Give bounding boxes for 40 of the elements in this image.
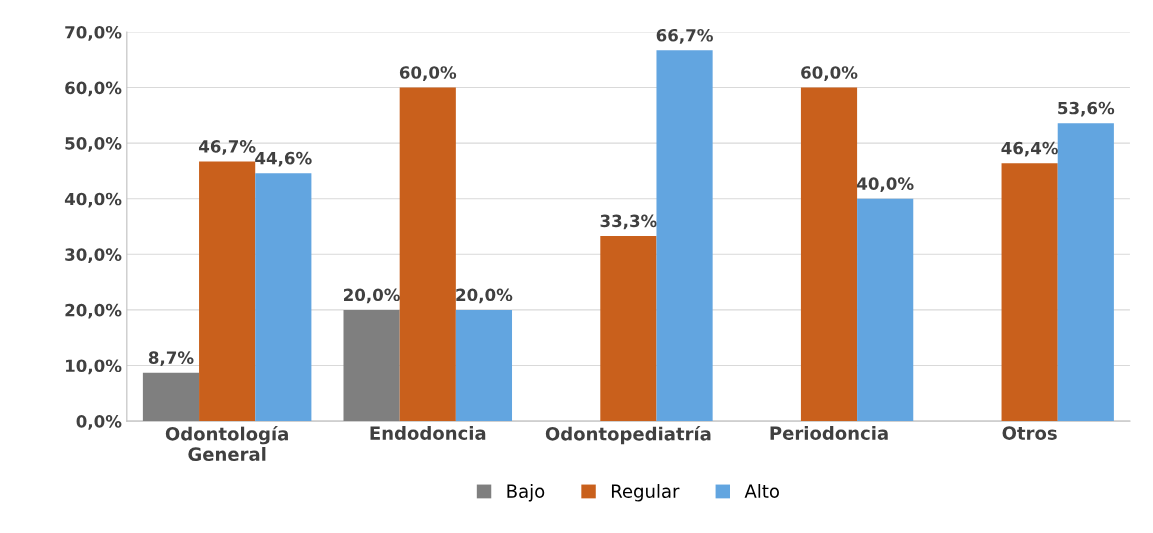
data-label: 40,0% (857, 177, 914, 193)
data-label: 44,6% (255, 151, 312, 167)
x-tick-label: Odontología General (165, 425, 288, 461)
legend-label: Alto (744, 484, 779, 498)
data-label: 20,0% (456, 288, 513, 304)
data-label: 60,0% (801, 66, 858, 81)
x-tick-label: Endodoncia (370, 425, 486, 440)
y-tick-label: 0,0% (76, 415, 122, 430)
bar (399, 87, 456, 422)
y-tick-label: 30,0% (65, 248, 122, 264)
bar (600, 235, 657, 422)
x-tick-label: Odontopediatría (545, 425, 711, 445)
y-tick-label: 20,0% (65, 303, 122, 319)
y-tick-label: 10,0% (66, 359, 122, 375)
data-label: 53,6% (1058, 101, 1115, 117)
bar (800, 87, 858, 422)
data-label: 46,4% (1001, 141, 1059, 157)
bar (1057, 123, 1114, 422)
x-tick-label: Otros (1002, 426, 1057, 440)
data-label: 60,0% (399, 66, 457, 81)
bar (343, 309, 400, 422)
bar (455, 309, 513, 422)
bar (142, 372, 200, 422)
y-tick-label: 50,0% (65, 137, 122, 152)
data-label: 66,7% (656, 28, 713, 44)
data-label: 33,3% (600, 214, 657, 230)
bar (857, 198, 914, 422)
legend-label: Bajo (507, 484, 545, 502)
x-tick-label: Periodoncia (770, 425, 888, 440)
data-label: 8,7% (148, 351, 194, 367)
y-tick-label: 40,0% (64, 192, 122, 208)
y-tick-label: 70,0% (65, 25, 122, 41)
bar (656, 50, 713, 422)
data-label: 20,0% (344, 288, 400, 304)
data-label: 46,7% (198, 140, 256, 155)
bar (255, 173, 312, 422)
legend-label: Regular (611, 484, 680, 502)
bar (1001, 163, 1058, 422)
bar (199, 161, 256, 422)
y-tick-label: 60,0% (65, 81, 122, 97)
